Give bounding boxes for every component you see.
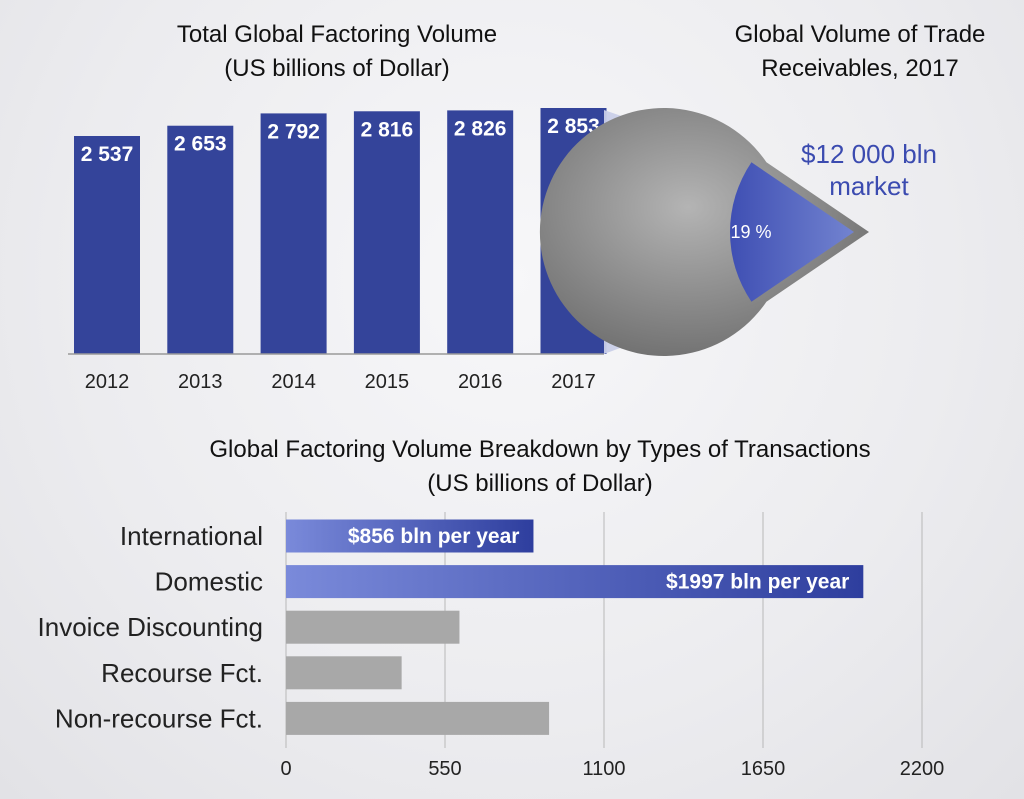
bar-chart-subtitle: (US billions of Dollar): [224, 55, 449, 82]
hbar-non-recourse-fct-: [286, 701, 550, 735]
x-tick-label: 2017: [551, 371, 596, 393]
hbar-chart-title: Global Factoring Volume Breakdown by Typ…: [209, 436, 870, 463]
x-tick-label: 1100: [582, 758, 625, 780]
x-tick-label: 2015: [365, 371, 410, 393]
category-label: Domestic: [155, 567, 263, 597]
pie-chart-subtitle: Receivables, 2017: [761, 55, 958, 82]
y-category-labels: International Domestic Invoice Discounting…: [38, 521, 263, 733]
hbar-value-label: $856 bln per year: [348, 525, 520, 548]
pie-market-label: $12 000 bln: [801, 139, 937, 169]
hbar-recourse-fct-: [286, 656, 402, 690]
x-tick-label: 2200: [900, 758, 945, 780]
bar-2016: [447, 110, 514, 355]
x-tick-label: 2013: [178, 371, 223, 393]
pie-slice-percent-label: 19 %: [730, 222, 771, 242]
bar-value-label: 2 537: [81, 143, 134, 166]
bar-series: 2 537 2 653 2 792 2 816 2 826 2 853: [74, 108, 607, 355]
category-label: International: [120, 521, 263, 551]
x-tick-label: 2012: [85, 371, 130, 393]
hbar-chart-subtitle: (US billions of Dollar): [427, 470, 652, 497]
hbar-series: $856 bln per year $1997 bln per year: [286, 519, 864, 735]
bar-2013: [167, 125, 234, 354]
bar-value-label: 2 653: [174, 133, 227, 156]
x-tick-labels: 0 550 1100 1650 2200: [280, 758, 944, 780]
hbar-invoice-discounting: [286, 610, 460, 644]
x-tick-label: 2014: [271, 371, 316, 393]
bar-value-label: 2 792: [267, 120, 320, 143]
bar-value-label: 2 816: [361, 118, 414, 141]
bar-chart-title: Total Global Factoring Volume: [177, 21, 497, 48]
x-tick-label: 0: [280, 758, 291, 780]
x-tick-labels: 2012 2013 2014 2015 2016 2017: [85, 371, 596, 393]
bar-2012: [74, 136, 140, 354]
hbar-value-label: $1997 bln per year: [666, 571, 849, 594]
transaction-types-bar-chart: Global Factoring Volume Breakdown by Typ…: [38, 436, 945, 780]
pie-slice-highlight: [730, 162, 854, 302]
category-label: Non-recourse Fct.: [55, 703, 263, 733]
pie-chart-title: Global Volume of Trade: [735, 21, 986, 48]
category-label: Recourse Fct.: [101, 658, 263, 688]
x-tick-label: 550: [428, 758, 461, 780]
hbar-international: [286, 519, 534, 553]
x-tick-label: 2016: [458, 371, 503, 393]
x-tick-label: 1650: [741, 758, 786, 780]
pie-slice-rest: [539, 107, 869, 356]
pie-market-label-line2: market: [829, 171, 909, 201]
factoring-volume-bar-chart: Total Global Factoring Volume (US billio…: [68, 21, 607, 393]
bar-value-label: 2 853: [547, 115, 600, 138]
pie-slices: 19 %: [539, 107, 869, 356]
trade-receivables-pie-chart: Global Volume of Trade Receivables, 2017…: [539, 21, 986, 356]
bar-value-label: 2 826: [454, 117, 507, 140]
bar-2015: [353, 111, 420, 355]
hbar-domestic: [286, 565, 864, 599]
category-label: Invoice Discounting: [38, 612, 263, 642]
bar-2014: [260, 113, 327, 354]
